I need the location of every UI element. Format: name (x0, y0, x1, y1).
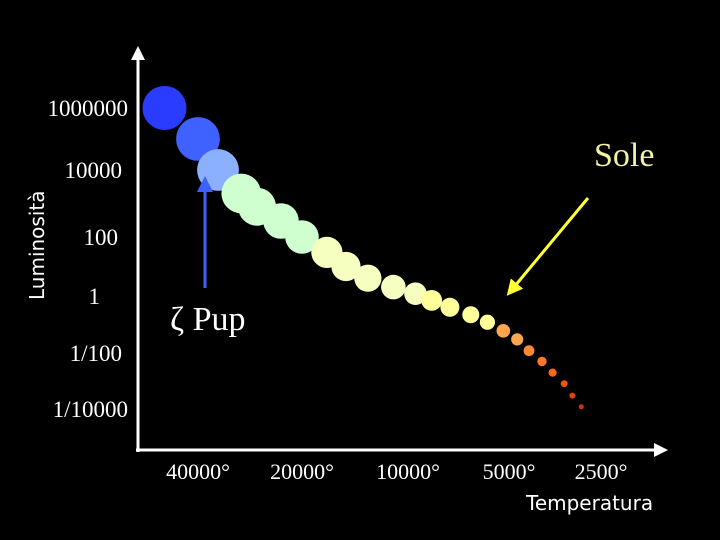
y-tick-label: 10000 (65, 158, 123, 183)
x-axis-label: Temperatura (525, 491, 653, 515)
star-point (537, 356, 547, 367)
annotations: Sole ζ Pup (170, 137, 654, 338)
star-point (496, 324, 511, 338)
sun-arrow (506, 197, 590, 296)
y-tick-label: 1 (89, 284, 101, 309)
star-point (404, 282, 427, 306)
star-point (142, 86, 187, 130)
star-point (285, 220, 319, 254)
star-point (569, 392, 576, 399)
star-point (421, 290, 443, 311)
star-point (560, 380, 568, 388)
y-tick-label: 1/100 (70, 341, 122, 366)
x-tick-label: 40000° (166, 459, 230, 484)
sun-label: Sole (594, 137, 654, 174)
star-point (354, 264, 382, 292)
x-tick-label: 20000° (270, 459, 334, 484)
x-tick-label: 5000° (483, 459, 536, 484)
y-tick-label: 1/10000 (53, 397, 128, 422)
star-point (548, 368, 557, 377)
star-point (511, 333, 524, 346)
y-tick-labels: 1000000 10000 100 1 1/100 1/10000 (48, 96, 129, 422)
y-tick-label: 1000000 (48, 96, 129, 121)
x-tick-label: 2500° (575, 459, 628, 484)
star-points (142, 86, 584, 410)
y-tick-label: 100 (84, 225, 119, 250)
x-tick-label: 10000° (376, 459, 440, 484)
axes (131, 46, 668, 457)
star-point (523, 345, 535, 357)
star-point (578, 404, 584, 410)
x-tick-labels: 40000° 20000° 10000° 5000° 2500° (166, 459, 627, 484)
star-point (462, 306, 480, 324)
star-point (381, 274, 406, 300)
star-point (440, 297, 460, 317)
star-point (331, 251, 361, 282)
star-point (479, 314, 495, 330)
zeta-pup-label: ζ Pup (170, 301, 246, 338)
star-point (176, 117, 220, 161)
y-axis-label: Luminosità (25, 191, 49, 301)
